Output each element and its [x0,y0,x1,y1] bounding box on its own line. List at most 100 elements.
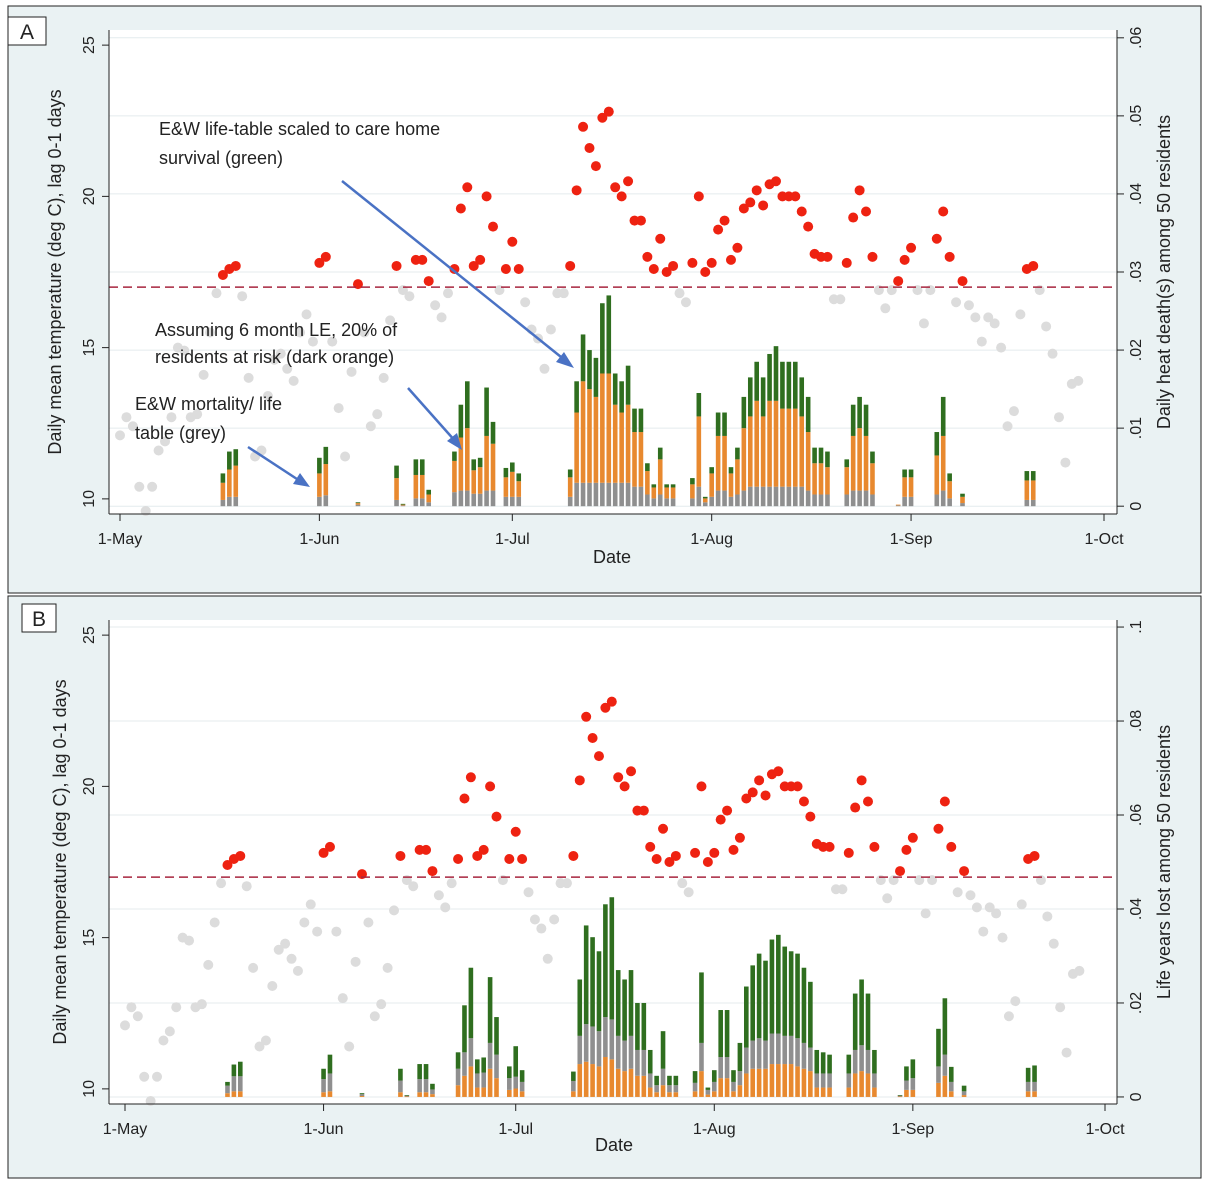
arrowhead-icon [556,352,574,368]
temperature-point-hot [606,696,617,707]
temperature-point-hot [700,267,711,277]
temperature-point [983,312,994,323]
temperature-point-hot [805,811,816,822]
y2-tick-label: .04 [1128,183,1145,205]
annotation-orange-text: Assuming 6 month LE, 20% of residents at … [155,320,398,367]
temperature-point-hot [706,257,717,268]
temperature-point [288,375,299,386]
bar-segment-grey [413,498,419,507]
bar-segment-grey [735,494,740,507]
temperature-point [520,297,531,308]
bar-segment-green [612,373,618,405]
bar-segment-grey [728,496,734,507]
bar-segment-grey [801,1042,807,1069]
temperature-point [382,962,393,973]
temperature-point [132,1011,143,1022]
bar-segment-grey [722,490,727,507]
arrowhead-icon [293,473,310,487]
temperature-point-hot [741,793,752,804]
y-tick-label: 25 [81,36,98,54]
bar-segment-grey [587,482,592,507]
bar-segment-orange [692,1091,698,1097]
bar-segment-green [417,1064,422,1080]
temperature-point-hot [824,841,835,852]
y2-tick-label: .06 [1128,27,1145,49]
temperature-point [237,291,248,302]
temperature-point-hot [734,832,745,843]
temperature-point-hot [957,276,968,287]
bar-segment-green [673,1075,679,1086]
annotation-grey: E&W mortality/ life table (grey) [135,394,310,487]
y2-tick-label: .04 [1128,898,1145,920]
temperature-point-hot [863,796,874,807]
bar-segment-orange [574,412,579,483]
temperature-point-hot [713,224,724,235]
bar-segment-green [812,447,817,464]
temperature-point-hot [651,853,662,864]
bar-segment-grey [767,486,772,507]
annotation-green: E&W life-table scaled to care home surviv… [159,119,574,368]
panel-a-label: A [20,21,34,44]
bar-segment-grey [799,486,805,507]
temperature-point-hot [449,263,460,274]
temperature-point-hot [899,254,910,265]
temperature-point [430,300,441,311]
temperature-point [179,345,190,356]
bar-segment-orange [702,498,708,503]
bar-segment-orange [910,1089,916,1097]
temperature-point [164,1026,175,1037]
annotation-green-text: E&W life-table scaled to care home surviv… [159,119,440,168]
temperature-point [331,926,342,937]
temperature-point [333,403,344,414]
bar-segment-grey [844,494,850,507]
bar-segment-grey [865,1049,871,1074]
bar-segment-orange [628,1068,634,1097]
bar-segment-orange [696,416,702,487]
bar-segment-grey [452,492,457,507]
temperature-point-hot [732,242,743,253]
x-tick-label: 1-May [98,531,142,548]
panel-a-y2-ticks: 0 .01 .02 .03 .04 .05 .06 [1117,27,1145,511]
temperature-point-hot [959,866,970,877]
temperature-point-hot [670,850,681,861]
bar-segment-orange [225,1093,230,1097]
temperature-point [1073,375,1084,386]
bar-segment-grey [651,498,657,507]
bar-segment-orange [850,435,856,491]
temperature-point [996,342,1007,353]
temperature-point [558,288,569,299]
temperature-point-hot [318,847,329,858]
bar-segment-grey [321,1079,326,1093]
bar-segment-grey [641,1049,647,1076]
bar-segment-green [1032,1065,1037,1082]
temperature-point [307,336,318,347]
bar-segment-grey [805,490,811,507]
bar-segment-orange [904,1089,909,1097]
bar-segment-green [317,457,322,474]
temperature-point [273,944,284,955]
temperature-point [561,878,572,889]
bar-segment-green [805,396,811,433]
bar-segment-green [902,469,907,478]
temperature-point [126,1002,137,1013]
bar-segment-grey [612,482,618,507]
temperature-point-hot [423,276,434,287]
temperature-point-hot [664,857,675,867]
bar-segment-green [481,1057,486,1073]
bar-segment-orange [709,473,714,497]
bar-segment-green [814,1049,820,1074]
panel-a-bars [220,295,1036,507]
bar-segment-green [690,478,695,485]
panel-b: 10 15 20 25 0 .02 .04 .06 .08 .1 1-May 1-Jun 1-Jul… [7,595,1202,1179]
bar-segment-grey [577,1035,583,1065]
bar-segment-green [423,1064,429,1080]
temperature-point-hot [587,732,598,743]
temperature-point-hot [773,766,784,777]
bar-segment-orange [635,1075,640,1097]
temperature-point-hot [754,775,765,786]
temperature-point-hot [758,200,769,211]
temperature-point-hot [619,781,630,792]
bar-segment-orange [747,416,753,487]
y2-tick-label: .05 [1128,105,1145,127]
temperature-point [683,887,694,898]
